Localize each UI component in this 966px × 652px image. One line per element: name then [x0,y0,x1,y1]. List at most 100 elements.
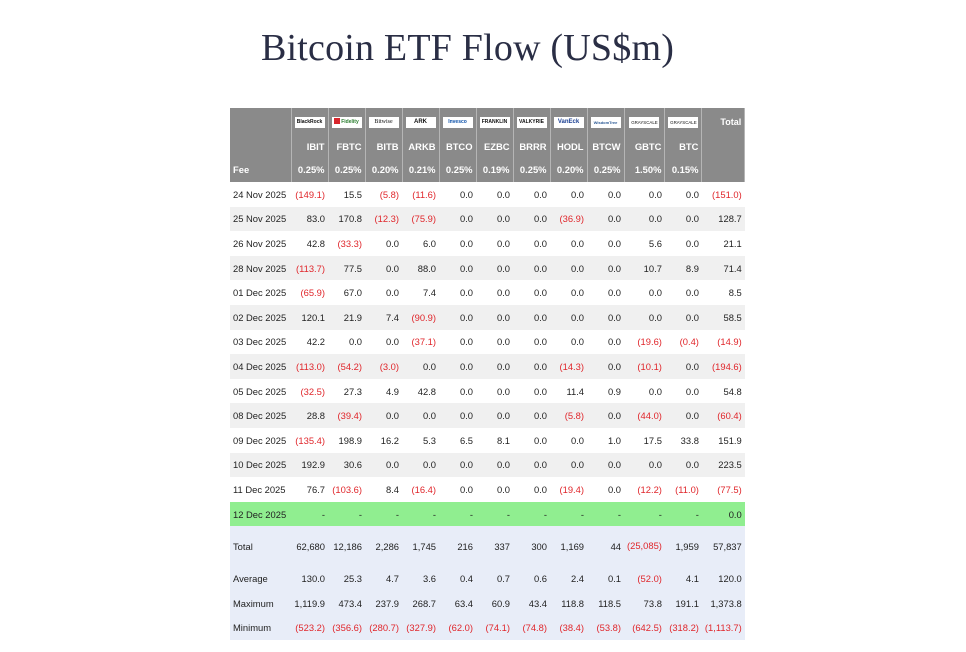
flow-value: 0.0 [624,206,665,232]
flow-value: 0.9 [607,385,621,397]
table-row: 08 Dec 2025 28.8 (39.4) 0.0 0.0 0.0 0.0 0.0 (5.8… [230,403,745,428]
summary-value: (62.0) [439,615,476,641]
flow-value: 0.0 [439,206,476,232]
flow-value: 0.0 [607,483,621,495]
summary-value: (523.2) [291,615,328,641]
flow-value: (5.8) [550,403,587,428]
fee-value: 0.15% [664,157,703,182]
summary-value: 0.7 [476,566,513,591]
flow-value: 0.0 [459,336,473,348]
flow-value: 0.0 [685,287,699,299]
table-row: 11 Dec 2025 76.7 (103.6) 8.4 (16.4) 0.0 0.0 0.0… [230,477,745,502]
fund-logo-text: Bitwise [374,118,393,125]
flow-value: 0.0 [607,188,621,200]
franklin-logo: FRANKLIN [479,116,510,128]
summary-label: Maximum [230,590,291,616]
flow-value: 33.8 [680,434,699,446]
invesco-logo: Invesco [442,116,473,128]
flow-value: 0.0 [496,237,510,249]
flow-value: - [476,501,513,527]
flow-value: 0.0 [587,403,624,428]
flow-value: 5.6 [648,237,662,249]
flow-value: 0.0 [459,237,473,249]
fee-value: 0.20% [550,157,588,182]
row-date: 05 Dec 2025 [233,385,287,397]
summary-value: 62,680 [291,526,328,567]
flow-value: 0.0 [664,452,702,478]
flow-value: 21.9 [328,304,365,330]
summary-value: (74.1) [476,615,513,641]
summary-value: 4.1 [664,566,702,591]
row-date: 26 Nov 2025 [233,237,287,249]
flow-value: 0.0 [402,403,439,428]
flow-value: 0.0 [439,255,476,281]
summary-value: 1,169 [550,526,587,567]
flow-value: 0.0 [664,403,702,428]
flow-value: 6.5 [459,434,473,446]
flow-value: 15.5 [343,188,362,200]
summary-value: 43.4 [513,590,550,616]
row-date: 08 Dec 2025 [230,403,291,428]
table-row: 12 Dec 2025- - - - - - - - - - -0.0 [230,501,745,527]
row-date: 11 Dec 2025 [233,483,286,495]
row-date: 01 Dec 2025 [233,287,287,299]
flow-value: 8.9 [664,255,702,281]
flow-value: 77.5 [328,255,365,281]
summary-value: 0.6 [513,566,550,591]
flow-value: 88.0 [402,255,439,281]
flow-value: 0.0 [607,237,621,249]
flow-value: 0.0 [550,304,587,330]
flow-value: 0.0 [402,452,439,478]
flow-value: 0.0 [685,237,699,249]
fund-logo-text: Fidelity [341,118,359,125]
flow-value: 16.2 [380,434,399,446]
summary-label: Total [230,526,291,567]
flow-value: 0.0 [348,336,362,348]
flow-value: 30.6 [328,452,365,478]
flow-value: 0.0 [587,255,624,281]
fund-logo-cell: FRANKLIN [476,108,514,135]
flow-value: (11.0) [675,483,699,495]
flow-value: 198.9 [338,434,362,446]
row-total: 54.8 [723,385,742,397]
fee-value: 0.25% [328,157,366,182]
flow-value: 0.0 [385,287,399,299]
flow-value: - [439,501,476,527]
fund-logo-text: WisdomTree [593,119,618,125]
fund-logo-text: VALKYRIE [519,118,544,125]
flow-value: 0.0 [550,255,587,281]
flow-value: 0.0 [533,188,547,200]
flow-value: 0.0 [496,336,510,348]
row-total: (60.4) [701,403,745,428]
flow-value: 170.8 [328,206,365,232]
flow-value: 28.8 [291,403,328,428]
header-corner [230,108,292,135]
summary-value: 73.8 [624,590,665,616]
summary-value: 63.4 [439,590,476,616]
fund-logo-cell: VanEck [550,108,588,135]
flow-value: 0.0 [664,354,702,379]
flow-value: 0.0 [439,452,476,478]
flow-value: 83.0 [291,206,328,232]
fund-logo-text: GRAYSCALE [631,119,658,125]
flow-value: - [664,501,702,527]
flow-value: (0.4) [679,336,699,348]
flow-value: 0.0 [459,483,473,495]
flow-value: (103.6) [332,483,362,495]
flow-value: (65.9) [300,287,326,299]
ticker-header: ARKB [402,135,440,157]
flow-value: 7.4 [365,304,402,330]
fund-logo-cell: VALKYRIE [513,108,551,135]
flow-value: 0.0 [533,434,547,446]
row-total: 71.4 [701,255,745,281]
flow-value: 0.0 [476,452,513,478]
summary-row: Maximum 1,119.9 473.4 237.9 268.7 63.4 60.9 43.… [230,590,745,616]
flow-value: 0.0 [439,354,476,379]
flow-value: 0.0 [496,483,510,495]
flow-value: 5.3 [422,434,436,446]
flow-value: 0.0 [587,206,624,232]
table-row: 28 Nov 2025 (113.7) 77.5 0.0 88.0 0.0 0.0 0.0 0.… [230,255,745,281]
fund-logo-cell: Invesco [439,108,477,135]
flow-value: 0.0 [533,385,547,397]
table-row: 10 Dec 2025 192.9 30.6 0.0 0.0 0.0 0.0 0.0 0.0 0.… [230,452,745,478]
